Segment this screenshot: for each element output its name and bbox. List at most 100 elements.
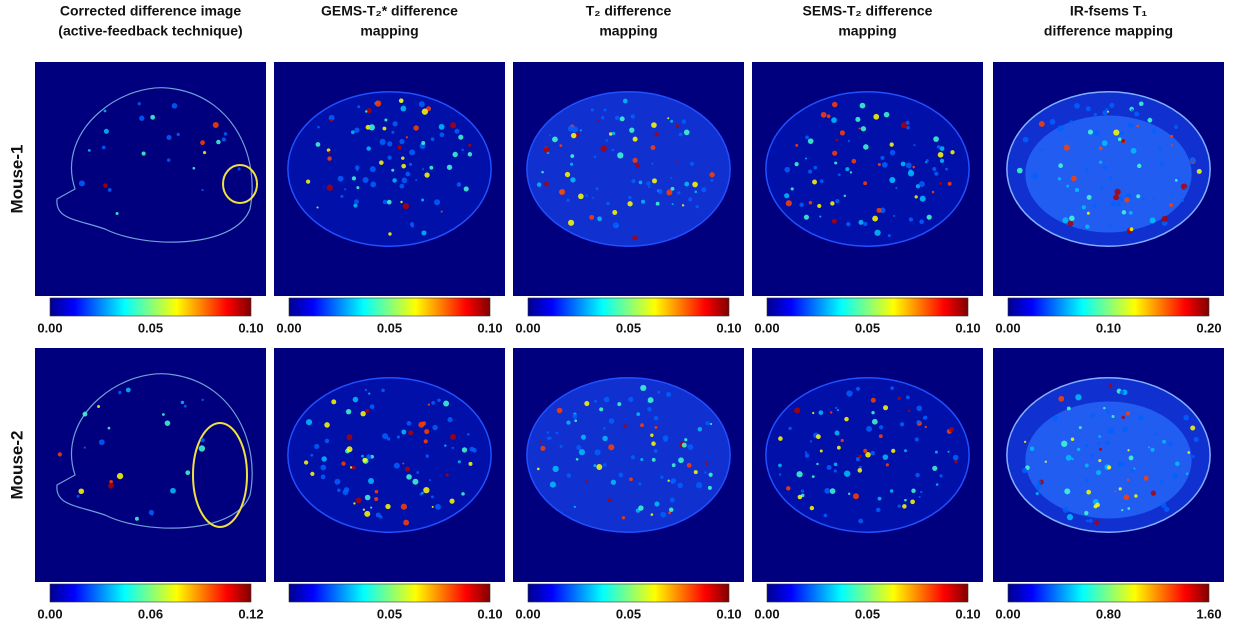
speckle [1117,461,1123,467]
speckle [651,513,654,516]
speckle [786,486,790,490]
speckle [1127,479,1129,481]
speckle [651,162,653,164]
speckle [468,152,473,157]
speckle [934,172,938,176]
speckle [1136,194,1140,198]
speckle [666,190,672,196]
speckle [387,200,392,205]
speckle [676,160,678,162]
colorbar-tick-label: 0.05 [855,606,880,621]
image-panel [35,62,266,296]
speckle [670,177,672,179]
speckle [1175,462,1180,467]
speckle [1153,198,1155,200]
speckle [827,465,832,470]
speckle [819,216,821,218]
speckle [945,168,948,171]
speckle [1186,472,1189,475]
speckle [462,447,467,452]
speckle [871,398,876,403]
speckle [1109,103,1114,108]
speckle [619,473,624,478]
speckle [810,506,814,510]
speckle [688,444,694,450]
colorbar-tick-label: 0.10 [955,320,980,335]
speckle [1086,490,1091,495]
speckle [641,200,645,204]
speckle [1122,416,1125,419]
speckle [1151,490,1156,495]
speckle [863,181,867,185]
speckle [950,150,954,154]
speckle [601,116,604,119]
speckle [568,220,574,226]
speckle [346,434,352,440]
speckle [108,483,113,488]
speckle [541,171,544,174]
speckle [1105,441,1110,446]
speckle [1096,470,1101,475]
speckle [1085,464,1089,468]
speckle [888,234,891,237]
speckle [893,215,895,217]
speckle [620,116,625,121]
speckle [547,437,550,440]
speckle [1161,502,1167,508]
speckle [1022,468,1027,473]
speckle [351,130,355,134]
speckle [838,173,841,176]
speckle [1109,225,1112,228]
speckle [97,405,100,408]
speckle [640,385,646,391]
speckle [552,137,558,143]
speckle [416,471,419,474]
speckle [437,399,440,402]
speckle [458,460,461,463]
speckle [362,458,367,463]
speckle [895,187,897,189]
speckle [1107,465,1111,469]
speckle [84,446,86,448]
speckle [1162,216,1168,222]
speckle [948,182,952,186]
speckle [1086,106,1091,111]
speckle [916,420,920,424]
colorbar-tick-label: 0.00 [754,606,779,621]
speckle [684,438,687,441]
speckle [832,102,838,108]
speckle [1133,467,1135,469]
speckle [424,439,428,443]
speckle [1116,202,1120,206]
speckle [604,397,610,403]
speckle [1171,144,1173,146]
speckle [779,473,781,475]
speckle [1065,135,1067,137]
speckle [431,137,435,141]
speckle [870,451,875,456]
speckle [860,103,866,109]
speckle [672,203,674,205]
speckle [927,215,932,220]
speckle [387,155,391,159]
speckle [878,163,881,166]
speckle [652,458,656,462]
speckle [858,220,863,225]
speckle [900,422,904,426]
speckle [405,467,410,472]
speckle [566,420,570,424]
speckle [879,425,883,429]
speckle [916,405,922,411]
speckle [352,466,356,470]
colorbar-tick-label: 0.06 [138,606,163,621]
speckle [391,131,394,134]
speckle [1137,164,1141,168]
speckle [1024,441,1026,443]
speckle [701,187,706,192]
speckle [310,454,313,457]
speckle [1036,492,1039,495]
speckle [540,446,545,451]
speckle [876,508,881,513]
speckle [331,399,336,404]
speckle [439,124,445,130]
